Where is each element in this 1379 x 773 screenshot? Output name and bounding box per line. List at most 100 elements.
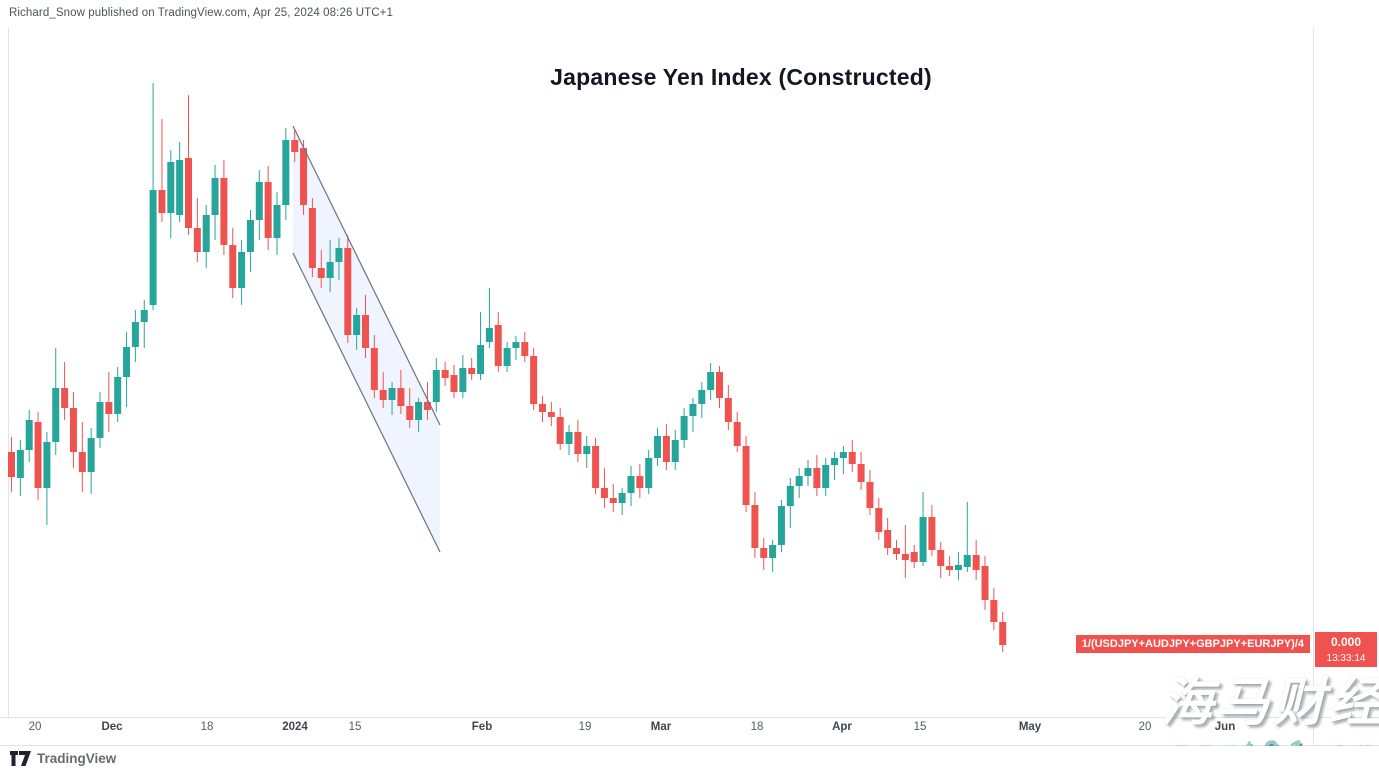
candle-down — [609, 484, 617, 512]
candle-body — [822, 465, 830, 488]
candle-body — [689, 404, 697, 416]
candle-up — [503, 342, 511, 372]
candle-body — [211, 178, 219, 215]
candle-body — [69, 408, 77, 452]
x-axis-label: 18 — [200, 721, 214, 733]
candle-down — [742, 436, 750, 512]
candle-body — [539, 404, 546, 412]
candle-body — [786, 486, 794, 506]
candle-body — [556, 417, 564, 444]
candle-up — [335, 238, 343, 280]
candle-body — [246, 220, 254, 252]
candle-up — [149, 83, 157, 310]
candle-body — [131, 322, 139, 347]
candle-body — [760, 548, 768, 558]
candle-body — [654, 436, 662, 458]
candle-up — [25, 410, 33, 462]
candle-down — [848, 440, 856, 472]
candle-body — [423, 402, 431, 410]
candle-body — [34, 422, 42, 488]
candle-body — [671, 440, 679, 462]
candle-body — [795, 476, 803, 486]
candle-down — [291, 130, 299, 162]
candle-up — [16, 440, 24, 496]
candle-up — [645, 450, 653, 494]
candle-body — [379, 390, 387, 400]
candle-body — [220, 178, 228, 245]
candle-up — [689, 398, 697, 432]
candle-down — [716, 366, 723, 408]
candle-up — [963, 502, 971, 572]
candle-up — [583, 436, 591, 468]
candle-body — [707, 372, 715, 390]
candle-down — [397, 370, 405, 414]
tradingview-brand-text[interactable]: TradingView — [37, 751, 117, 766]
candle-body — [291, 140, 299, 152]
candle-down — [308, 198, 316, 277]
candle-up — [618, 488, 626, 515]
candle-body — [362, 315, 369, 348]
trend-channel-lower-line — [292, 252, 441, 553]
candle-body — [282, 140, 290, 205]
candle-body — [432, 370, 440, 402]
candle-body — [415, 402, 423, 420]
candle-up — [176, 142, 184, 222]
candle-body — [733, 422, 741, 446]
candle-up — [459, 355, 467, 398]
candle-body — [397, 388, 405, 406]
candle-down — [539, 396, 546, 422]
candle-body — [884, 530, 892, 548]
candle-body — [78, 452, 86, 472]
candle-body — [43, 442, 51, 488]
candle-body — [547, 412, 555, 417]
symbol-formula-label: 1/(USDJPY+AUDJPY+GBPJPY+EURJPY)/4 — [1075, 635, 1310, 653]
candle-down — [494, 312, 502, 372]
x-axis-label: 18 — [750, 721, 764, 733]
candle-down — [751, 492, 759, 558]
candle-up — [353, 308, 361, 350]
candle-up — [795, 468, 803, 498]
candle-down — [441, 362, 449, 386]
candle-body — [645, 458, 653, 488]
candle-body — [583, 446, 591, 454]
x-axis-label: Jun — [1214, 721, 1236, 733]
candle-down — [600, 468, 608, 508]
x-axis-label: Dec — [101, 721, 123, 733]
last-price-label: 0.000 13:33:14 — [1315, 632, 1377, 667]
candle-body — [255, 182, 263, 220]
x-axis-label: Mar — [650, 721, 672, 733]
candle-down — [999, 612, 1007, 652]
candle-body — [609, 498, 617, 503]
candle-body — [618, 493, 626, 503]
candle-body — [308, 208, 316, 268]
candle-down — [813, 455, 821, 496]
candle-down — [857, 452, 865, 490]
candle-down — [193, 198, 201, 262]
candle-body — [946, 566, 954, 570]
candle-down — [69, 392, 77, 468]
candle-up — [627, 466, 635, 506]
tradingview-logo-icon[interactable] — [10, 751, 32, 766]
candle-body — [592, 446, 600, 488]
candle-down — [937, 542, 945, 578]
candle-up — [211, 165, 219, 240]
candle-down — [344, 235, 352, 343]
candle-down — [379, 372, 387, 408]
candle-up — [654, 428, 662, 466]
candle-down — [724, 385, 732, 430]
candle-body — [981, 566, 989, 600]
candle-body — [370, 348, 378, 390]
candle-body — [149, 190, 157, 305]
candle-up — [87, 428, 95, 494]
candle-body — [459, 368, 467, 392]
candle-body — [972, 555, 980, 570]
candle-body — [698, 390, 706, 404]
candle-down — [362, 295, 369, 358]
candle-body — [176, 160, 184, 215]
candle-up — [954, 552, 962, 580]
candle-body — [105, 402, 113, 414]
candle-body — [96, 402, 104, 438]
candle-body — [273, 205, 281, 238]
